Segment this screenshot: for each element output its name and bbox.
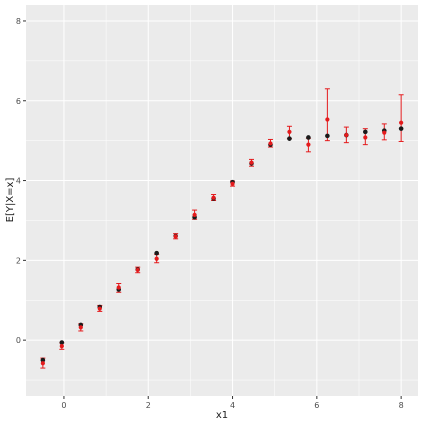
y-tick-label: 6 xyxy=(16,97,21,106)
estimate-point xyxy=(59,344,64,349)
truth-point xyxy=(287,136,292,141)
estimate-points xyxy=(40,117,404,366)
estimate-point xyxy=(344,132,349,138)
x-axis-ticks: 0 2 4 6 8 xyxy=(61,396,404,410)
x-tick-label: 0 xyxy=(61,401,66,410)
truth-point xyxy=(398,126,404,131)
y-tick-label: 4 xyxy=(16,177,21,186)
truth-point xyxy=(40,357,46,363)
estimate-point xyxy=(230,181,235,186)
estimate-point xyxy=(268,141,273,146)
y-tick-label: 8 xyxy=(16,17,21,26)
truth-point xyxy=(154,250,159,256)
estimate-point xyxy=(306,142,311,147)
x-tick-label: 6 xyxy=(314,401,319,410)
estimate-point xyxy=(249,160,254,165)
y-axis-ticks: 0 2 4 6 8 xyxy=(16,17,26,345)
estimate-point xyxy=(173,234,178,239)
estimate-point xyxy=(97,306,102,311)
truth-point xyxy=(59,340,65,345)
x-tick-label: 2 xyxy=(146,401,151,410)
estimate-point xyxy=(78,325,83,330)
x-tick-label: 8 xyxy=(399,401,404,410)
estimate-point xyxy=(211,195,216,200)
truth-point xyxy=(306,135,311,140)
truth-point xyxy=(325,133,330,139)
estimate-point xyxy=(382,130,387,135)
estimate-point xyxy=(40,361,45,366)
truth-point xyxy=(363,129,368,135)
estimate-point xyxy=(363,135,368,140)
estimate-point xyxy=(116,285,121,290)
plot-panel xyxy=(26,5,418,396)
x-tick-label: 4 xyxy=(230,401,235,410)
minor-grid xyxy=(26,5,418,396)
error-bar xyxy=(398,94,404,142)
x-axis-title: x1 xyxy=(216,410,228,421)
estimate-point xyxy=(154,256,159,261)
y-tick-label: 2 xyxy=(16,256,21,265)
estimate-point xyxy=(192,212,197,217)
estimate-point xyxy=(325,117,330,122)
error-bar xyxy=(324,88,330,142)
estimate-point xyxy=(287,129,292,134)
major-grid xyxy=(26,5,418,396)
estimate-point xyxy=(399,120,404,125)
y-tick-label: 0 xyxy=(16,336,21,345)
y-axis-title: E[Y|X=x] xyxy=(5,178,16,223)
estimate-point xyxy=(135,267,140,273)
